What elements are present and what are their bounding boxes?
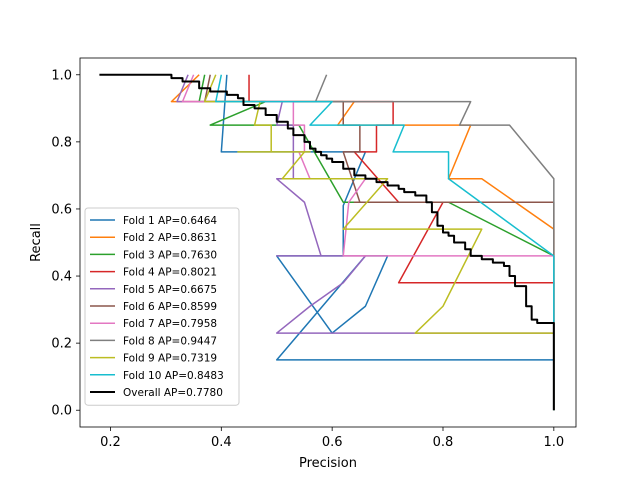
legend-entry-label: Overall AP=0.7780 — [123, 387, 223, 399]
x-tick-label: 1.0 — [543, 435, 564, 450]
legend-entry-label: Fold 8 AP=0.9447 — [123, 335, 217, 347]
y-tick-label: 0.8 — [51, 135, 72, 150]
y-tick-label: 0.6 — [51, 202, 72, 217]
x-axis: 0.2 0.4 0.6 0.8 1.0 — [100, 427, 564, 450]
y-tick-label: 0.2 — [51, 337, 72, 352]
y-tick-label: 0.0 — [51, 404, 72, 419]
y-axis: 0.0 0.2 0.4 0.6 0.8 1.0 — [51, 68, 80, 419]
series-line-5 — [176, 74, 555, 411]
legend-entry-label: Fold 3 AP=0.7630 — [123, 249, 217, 261]
legend-entry-label: Fold 2 AP=0.8631 — [123, 232, 217, 244]
x-axis-label: Precision — [299, 456, 357, 471]
legend-entry-label: Fold 4 AP=0.8021 — [123, 267, 217, 279]
legend-entry-label: Fold 10 AP=0.8483 — [123, 370, 224, 382]
legend-entry-label: Fold 7 AP=0.7958 — [123, 318, 217, 330]
legend-entry-label: Fold 6 AP=0.8599 — [123, 301, 217, 313]
x-tick-label: 0.8 — [433, 435, 454, 450]
y-tick-label: 0.4 — [51, 270, 72, 285]
y-tick-label: 1.0 — [51, 68, 72, 83]
series-layer — [99, 73, 555, 411]
series-line-11 — [99, 73, 555, 411]
legend-entry-label: Fold 1 AP=0.6464 — [123, 215, 217, 227]
y-axis-label: Recall — [29, 223, 44, 262]
legend-entry-label: Fold 5 AP=0.6675 — [123, 284, 217, 296]
plot-frame — [79, 57, 577, 428]
x-tick-label: 0.4 — [211, 435, 232, 450]
series-line-9 — [203, 74, 555, 411]
legend-entry-label: Fold 9 AP=0.7319 — [123, 353, 217, 365]
x-tick-label: 0.2 — [100, 435, 121, 450]
legend: Fold 1 AP=0.6464 Fold 2 AP=0.8631 Fold 3 A… — [84, 207, 240, 406]
series-line-10 — [215, 74, 555, 411]
legend-box — [84, 207, 240, 406]
x-tick-label: 0.6 — [322, 435, 343, 450]
